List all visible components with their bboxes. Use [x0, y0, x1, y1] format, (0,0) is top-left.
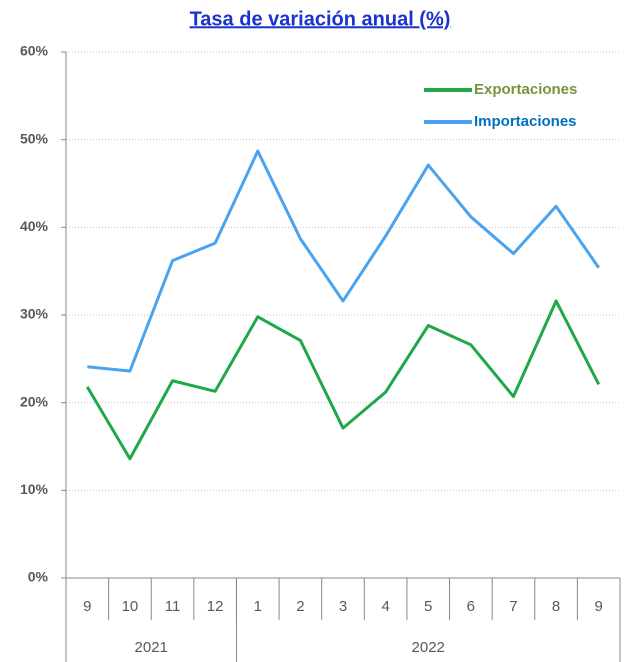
y-tick-label: 0% [28, 569, 49, 585]
y-tick-label: 50% [20, 130, 49, 146]
x-tick-label: 11 [165, 598, 181, 615]
x-tick-label: 3 [339, 598, 347, 615]
x-tick-label: 10 [122, 598, 139, 615]
x-tick-label: 9 [83, 598, 91, 615]
y-tick-label: 40% [20, 218, 49, 234]
group-label: 2022 [412, 639, 445, 656]
legend-label: Exportaciones [474, 81, 577, 98]
x-tick-label: 12 [207, 598, 224, 615]
series-line [86, 299, 601, 461]
x-tick-label: 2 [296, 598, 304, 615]
x-tick-label: 4 [381, 598, 389, 615]
chart-title: Tasa de variación anual (%) [190, 8, 451, 30]
x-tick-label: 1 [254, 598, 262, 615]
x-tick-label: 5 [424, 598, 432, 615]
x-tick-label: 6 [467, 598, 475, 615]
y-tick-label: 20% [20, 393, 49, 409]
y-tick-label: 60% [20, 43, 49, 59]
legend-label: Importaciones [474, 113, 577, 130]
y-tick-label: 30% [20, 306, 49, 322]
group-label: 2021 [135, 639, 168, 656]
x-tick-label: 8 [552, 598, 560, 615]
x-tick-label: 9 [595, 598, 603, 615]
series-line [87, 149, 600, 373]
x-tick-label: 7 [509, 598, 517, 615]
y-tick-label: 10% [20, 481, 49, 497]
